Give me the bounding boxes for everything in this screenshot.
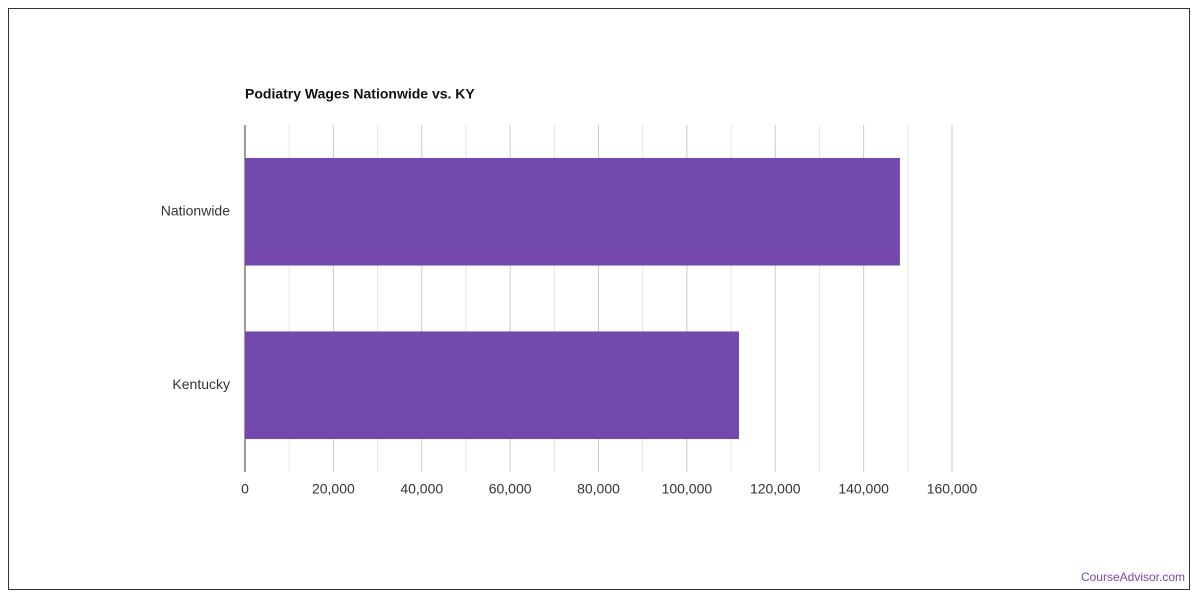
x-tick-label: 80,000 [577,481,620,497]
x-tick-label: 140,000 [838,481,889,497]
x-tick-label: 60,000 [489,481,532,497]
x-tick-label: 100,000 [662,481,713,497]
x-tick-label: 0 [241,481,249,497]
x-tick-label: 40,000 [400,481,443,497]
frame [8,8,1190,590]
x-tick-label: 120,000 [750,481,801,497]
y-tick-label: Kentucky [172,376,230,392]
x-tick-label: 160,000 [927,481,978,497]
footer-link[interactable]: CourseAdvisor.com [1081,570,1185,584]
bar [245,331,740,440]
x-tick-label: 20,000 [312,481,355,497]
y-tick-label: Nationwide [161,202,230,218]
chart-title: Podiatry Wages Nationwide vs. KY [245,86,475,102]
bar [245,157,900,266]
